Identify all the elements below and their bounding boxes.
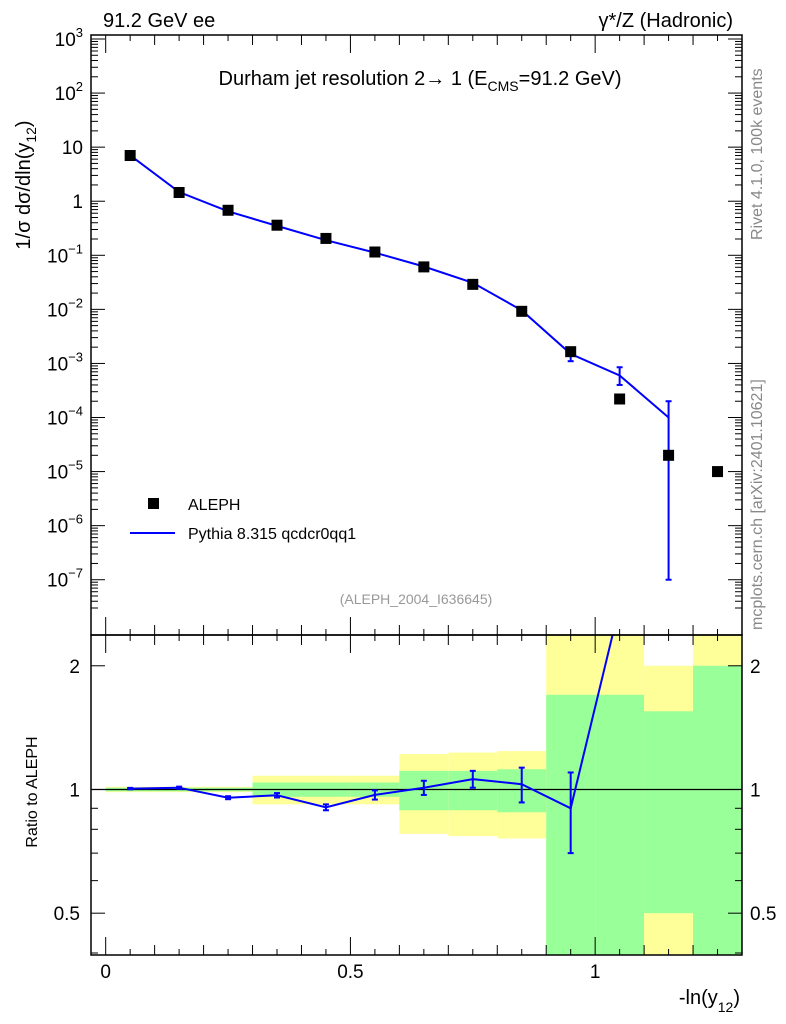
- xtick-label-0: 0: [100, 962, 111, 983]
- ratio-ytick-label-right-1: 1: [750, 780, 761, 801]
- legend-data-marker: [148, 498, 159, 509]
- ratio-y-axis-label: Ratio to ALEPH: [24, 736, 41, 847]
- x-axis-label: -ln(y12): [679, 987, 740, 1015]
- data-point-4: [320, 232, 332, 244]
- xtick-label-1: 0.5: [337, 962, 363, 983]
- chart-title-arrow: →: [425, 68, 445, 90]
- mc-line: [129, 154, 670, 419]
- data-point-1: [173, 186, 185, 198]
- main-ytick-base: 10: [47, 246, 68, 267]
- ratio-frame: [90, 634, 743, 956]
- data-point-12: [712, 466, 724, 478]
- main-ytick-label-10: 10−7: [47, 566, 83, 592]
- data-points: [124, 150, 724, 478]
- legend-mc-label: Pythia 8.315 qcdcr0qq1: [188, 526, 356, 543]
- xtick-label-2: 1: [590, 962, 601, 983]
- data-point-6: [418, 261, 430, 273]
- main-ytick-exp: 2: [76, 79, 83, 94]
- main-ytick-base: 10: [47, 571, 68, 592]
- ratio-ytick-label-right-0: 0.5: [750, 904, 776, 925]
- main-ytick-base: 10: [47, 409, 68, 430]
- ratio-ytick-label-left-0: 0.5: [54, 904, 80, 925]
- main-ytick-base: 10: [47, 354, 68, 375]
- chart-title-main: Durham jet resolution 2: [219, 68, 426, 90]
- main-ytick-exp: −3: [68, 349, 83, 364]
- site-label: mcplots.cern.ch [arXiv:2401.10621]: [749, 379, 766, 630]
- main-ytick-exp: −7: [68, 566, 83, 581]
- header-left: 91.2 GeV ee: [103, 10, 215, 32]
- main-ytick-base: 10: [62, 138, 83, 159]
- main-ytick-base: 10: [47, 300, 68, 321]
- data-point-10: [614, 393, 626, 405]
- main-ytick-label-1: 102: [55, 79, 83, 105]
- data-point-5: [369, 246, 381, 258]
- analysis-watermark: (ALEPH_2004_I636645): [340, 591, 493, 607]
- main-ytick-label-8: 10−5: [47, 458, 83, 484]
- mc-curve: [129, 154, 672, 581]
- axis-ticks: [91, 35, 743, 955]
- main-ytick-label-4: 10−1: [47, 241, 83, 267]
- main-ytick-exp: −5: [68, 458, 83, 473]
- chart-title-sub: CMS: [488, 78, 519, 94]
- main-ytick-label-2: 10: [62, 138, 83, 159]
- main-ytick-exp: 3: [76, 25, 83, 40]
- data-point-11: [663, 449, 675, 461]
- main-ytick-exp: −1: [68, 241, 83, 256]
- main-ytick-base: 10: [47, 463, 68, 484]
- x-axis-label-tail: ): [733, 987, 740, 1009]
- main-ytick-base: 1: [72, 192, 83, 213]
- chart-title: Durham jet resolution 2→ 1 (ECMS=91.2 Ge…: [219, 68, 622, 94]
- data-point-0: [124, 150, 136, 162]
- y-axis-label-sub: 12: [23, 127, 39, 143]
- y-axis-label-main: 1/σ dσ/dln(y: [13, 143, 35, 250]
- main-ytick-base: 10: [55, 30, 76, 51]
- main-ytick-label-5: 10−2: [47, 295, 83, 321]
- x-axis-label-sub: 12: [718, 999, 734, 1015]
- data-point-9: [565, 346, 577, 358]
- main-ytick-label-3: 1: [72, 192, 83, 213]
- x-axis-label-main: -ln(y: [679, 987, 718, 1009]
- ratio-ytick-label-right-2: 2: [750, 657, 761, 678]
- main-ytick-label-9: 10−6: [47, 512, 83, 538]
- plot-frames: [90, 34, 743, 956]
- ratio-ytick-label-left-2: 2: [69, 657, 80, 678]
- ratio-ytick-label-left-1: 1: [69, 780, 80, 801]
- main-ytick-label-7: 10−4: [47, 404, 83, 430]
- main-ytick-base: 10: [47, 517, 68, 538]
- chart-title-mid: 1 (E: [445, 68, 487, 90]
- main-ytick-exp: −2: [68, 295, 83, 310]
- main-frame: [90, 34, 743, 636]
- ratio-band-inner-10: [595, 694, 645, 955]
- legend-data-label: ALEPH: [188, 497, 240, 514]
- main-ytick-label-6: 10−3: [47, 349, 83, 375]
- data-point-8: [516, 305, 528, 317]
- ratio-band-inner-12: [693, 665, 742, 955]
- chart-title-tail: =91.2 GeV): [519, 68, 622, 90]
- ratio-bands: [105, 635, 742, 955]
- data-point-3: [271, 219, 283, 231]
- y-axis-label: 1/σ dσ/dln(y12): [13, 120, 39, 249]
- y-axis-label-tail: ): [13, 120, 35, 127]
- rivet-label: Rivet 4.1.0, 100k events: [749, 68, 766, 240]
- main-ytick-label-0: 103: [55, 25, 83, 51]
- ratio-curve: [127, 634, 614, 855]
- data-point-7: [467, 278, 479, 290]
- data-point-2: [222, 204, 234, 216]
- main-ytick-exp: −4: [68, 404, 83, 419]
- main-ytick-base: 10: [55, 84, 76, 105]
- axis-tick-labels: 10310210110−110−210−310−410−510−610−70.5…: [47, 25, 776, 983]
- header-right: γ*/Z (Hadronic): [599, 10, 733, 32]
- main-ytick-exp: −6: [68, 512, 83, 527]
- ratio-band-inner-11: [644, 711, 694, 914]
